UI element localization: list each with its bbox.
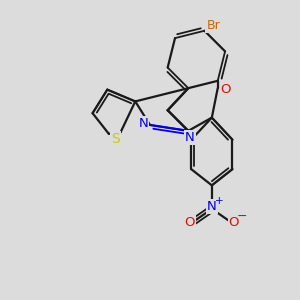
Text: Br: Br <box>206 19 220 32</box>
Text: −: − <box>237 210 247 223</box>
Text: S: S <box>111 132 120 146</box>
Text: N: N <box>139 117 148 130</box>
Text: N: N <box>185 131 195 144</box>
Text: +: + <box>215 196 224 206</box>
Text: O: O <box>229 216 239 229</box>
Text: N: N <box>207 200 217 213</box>
Text: O: O <box>221 83 231 96</box>
Text: O: O <box>184 216 195 229</box>
